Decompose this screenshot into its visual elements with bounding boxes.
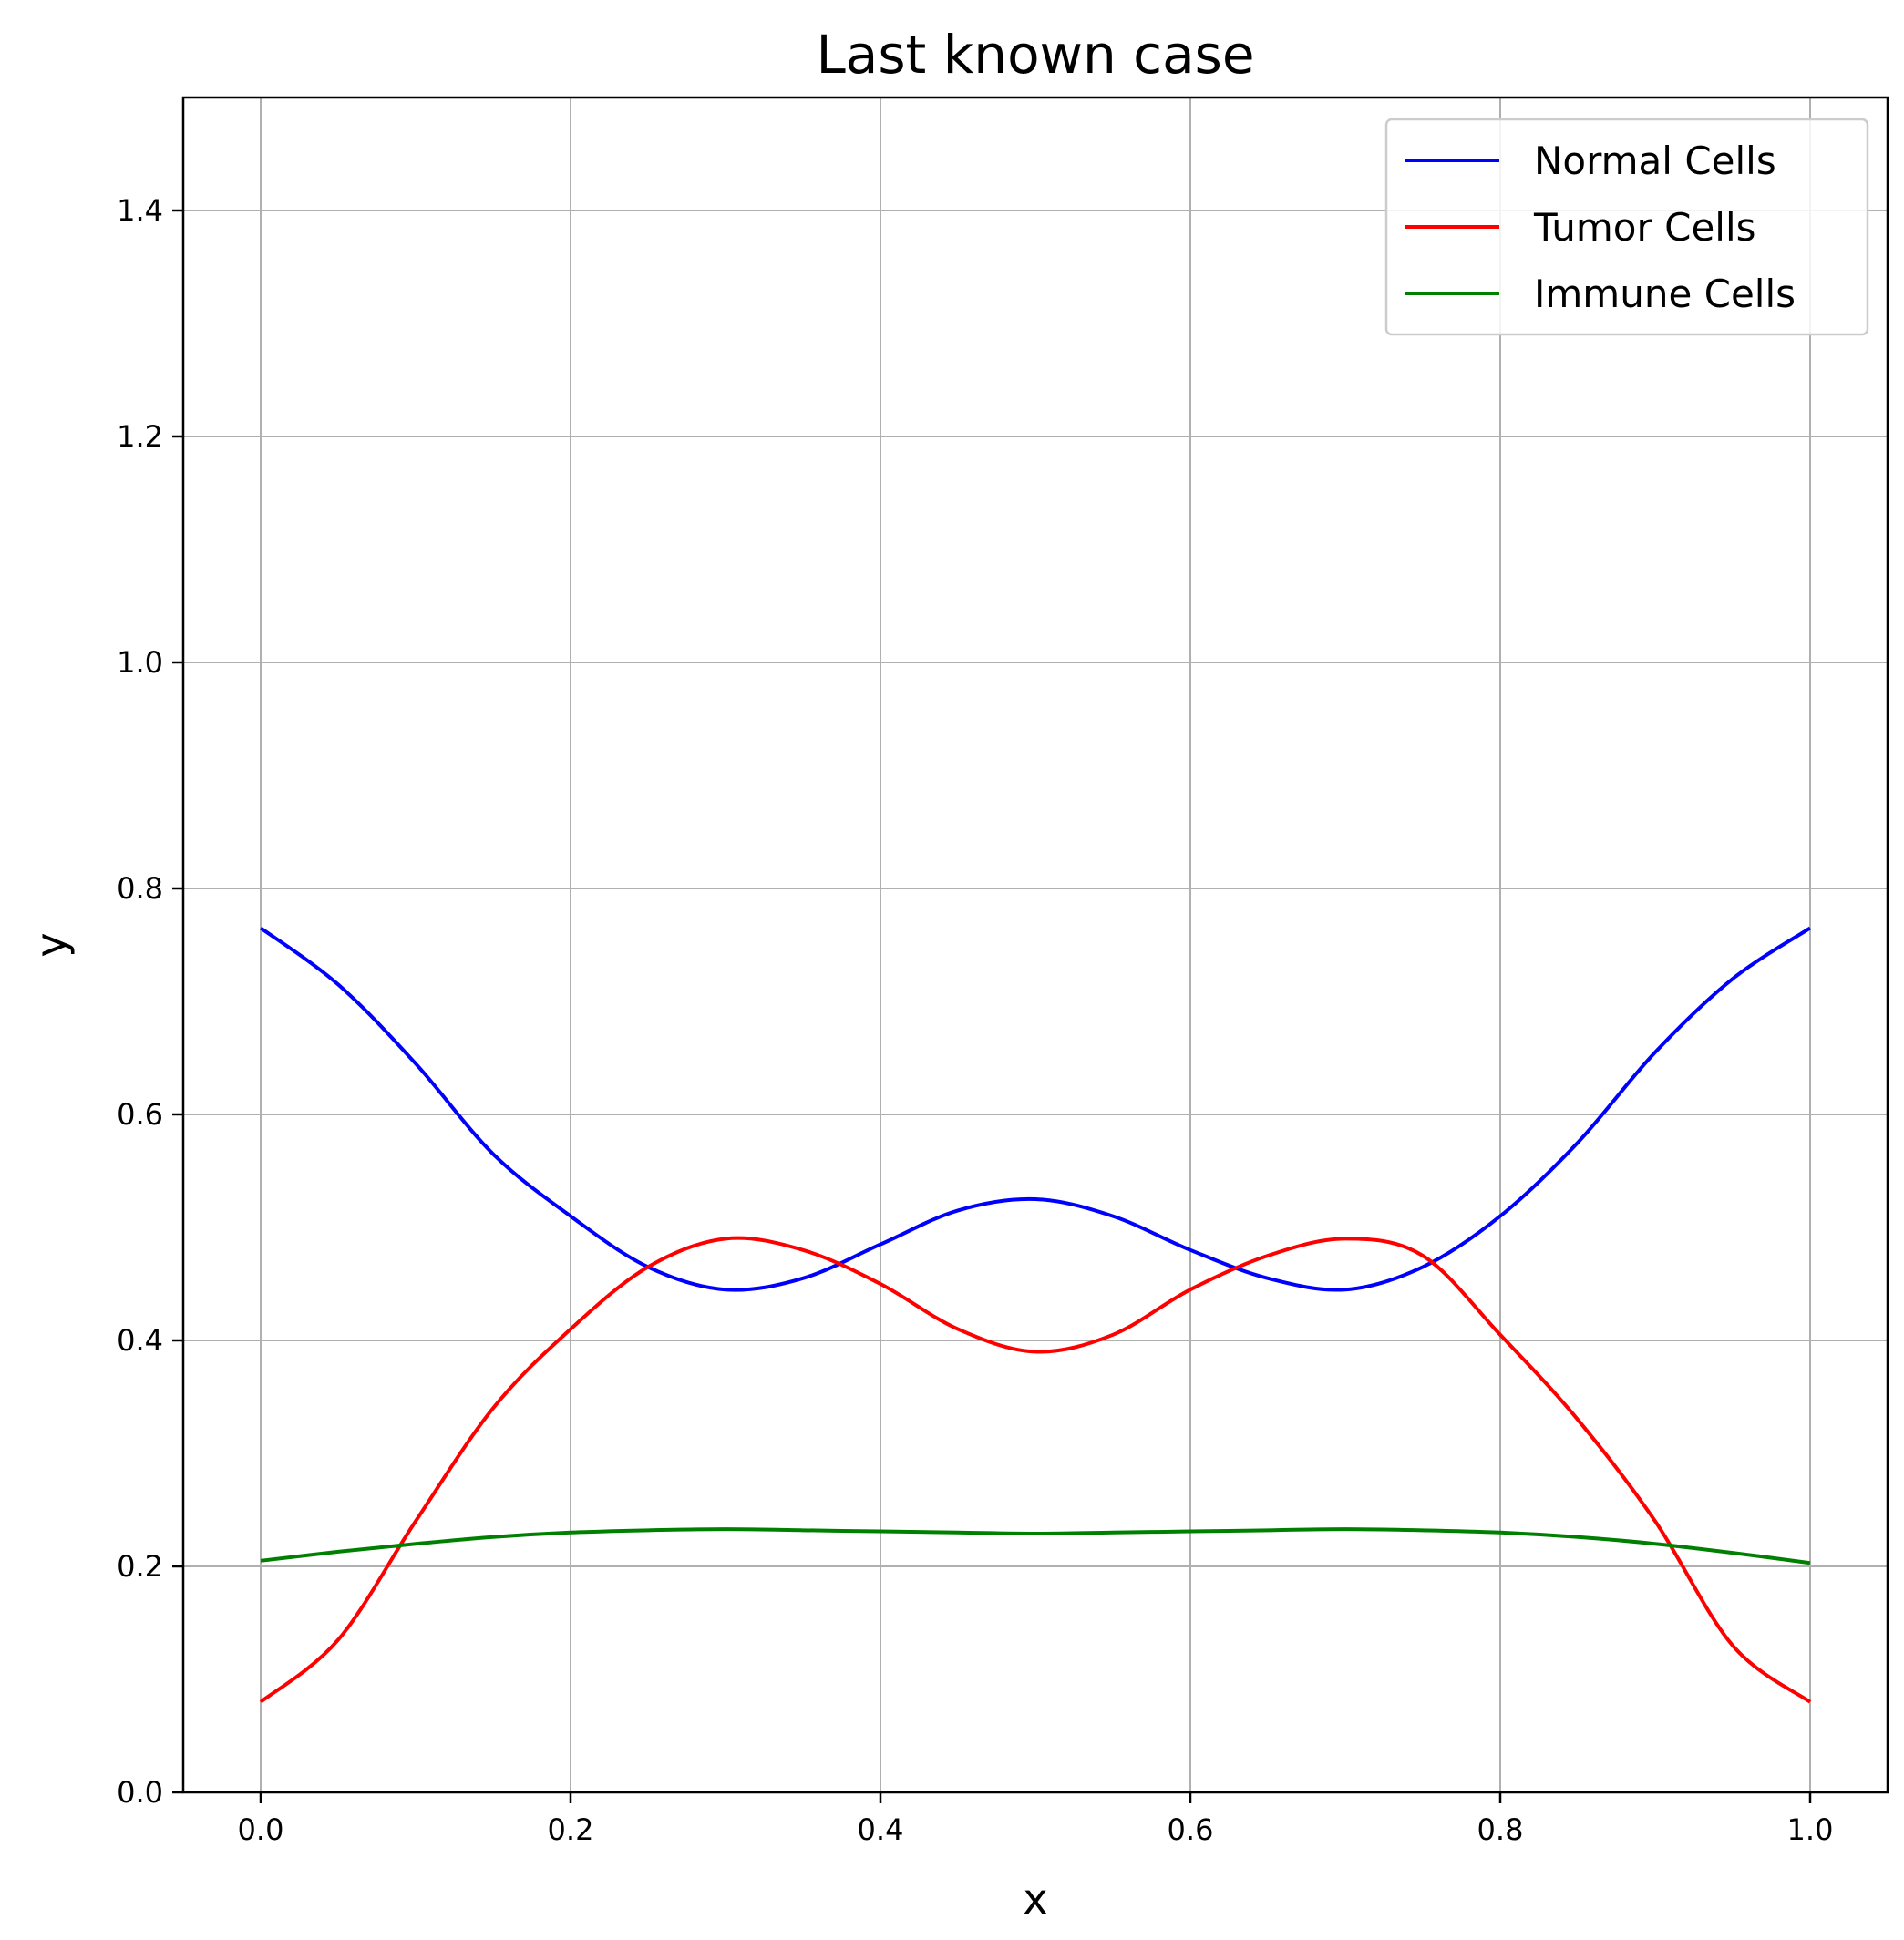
x-axis-label: x	[1023, 1874, 1047, 1924]
y-tick-label: 0.4	[117, 1323, 163, 1358]
chart-title: Last known case	[816, 24, 1254, 86]
x-tick-label: 0.0	[238, 1812, 284, 1847]
y-tick-label: 0.6	[117, 1097, 163, 1132]
y-tick-label: 0.2	[117, 1549, 163, 1584]
series-layer	[259, 926, 1812, 1704]
legend-label-tumor-cells: Tumor Cells	[1533, 205, 1756, 250]
x-tick-label: 0.6	[1168, 1812, 1214, 1847]
y-axis: 0.0 0.2 0.4 0.6 0.8 1.0 1.2 1.4	[117, 193, 183, 1810]
y-axis-label: y	[26, 932, 76, 957]
plot-frame	[181, 96, 1889, 1794]
series-line-normal-cells	[259, 926, 1812, 1292]
x-tick-label: 1.0	[1787, 1812, 1834, 1847]
x-tick-label: 0.2	[548, 1812, 594, 1847]
y-tick-label: 1.2	[117, 419, 163, 454]
x-tick-label: 0.8	[1477, 1812, 1524, 1847]
series-line-tumor-cells	[259, 1236, 1812, 1704]
y-tick-label: 1.4	[117, 193, 163, 228]
legend-label-normal-cells: Normal Cells	[1534, 139, 1776, 183]
legend-box	[1384, 118, 1869, 336]
y-tick-label: 0.8	[117, 871, 163, 906]
y-tick-label: 0.0	[117, 1775, 163, 1810]
series-line-immune-cells	[260, 1527, 1811, 1565]
legend-label-immune-cells: Immune Cells	[1534, 272, 1796, 316]
x-axis: 0.0 0.2 0.4 0.6 0.8 1.0	[238, 1792, 1834, 1847]
y-tick-label: 1.0	[117, 645, 163, 680]
legend: Normal Cells Tumor Cells Immune Cells	[1384, 118, 1869, 336]
x-tick-label: 0.4	[858, 1812, 904, 1847]
